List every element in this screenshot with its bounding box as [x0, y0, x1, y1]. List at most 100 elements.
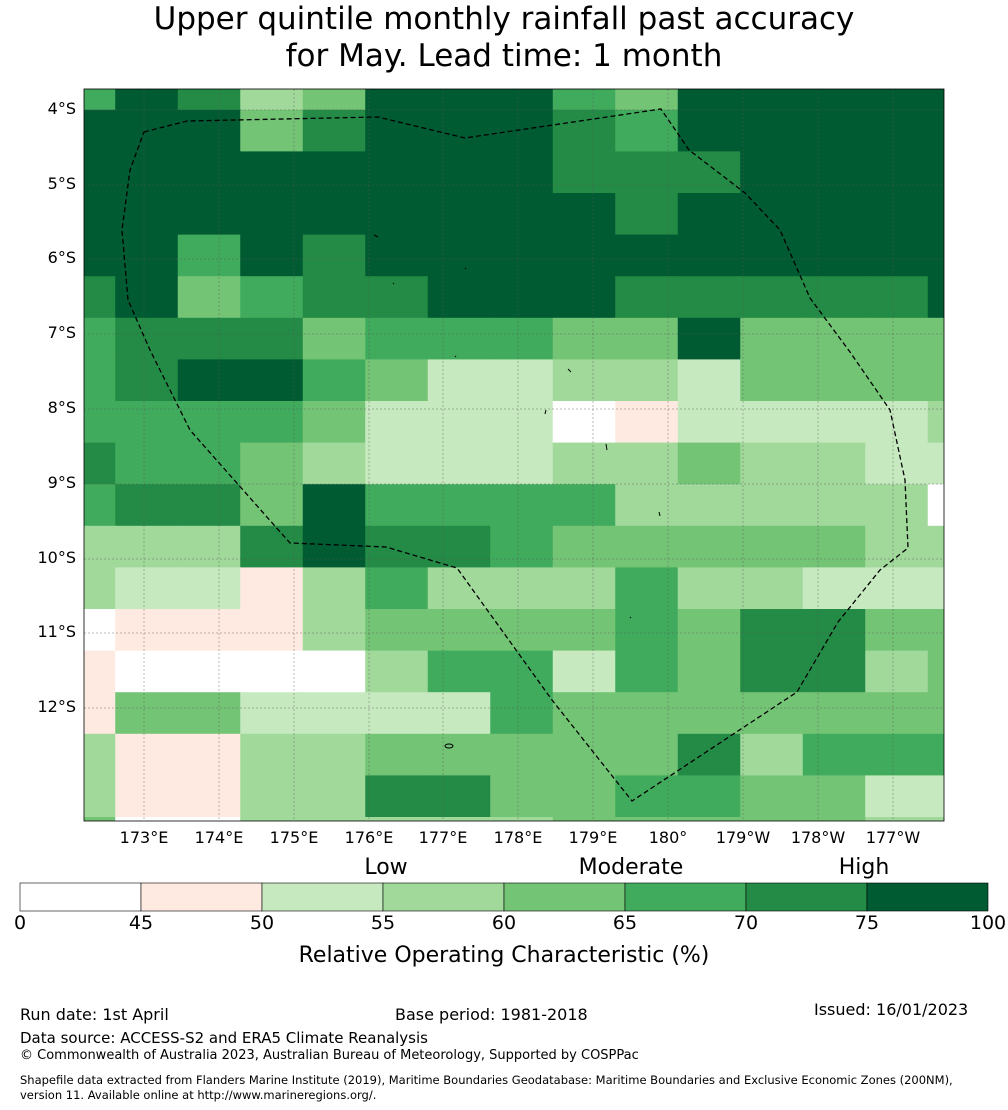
- grid-cell: [240, 151, 304, 194]
- grid-cell: [865, 733, 929, 776]
- grid-cell: [802, 525, 866, 568]
- grid-cell: [802, 109, 866, 152]
- colorbar-segment: [140, 882, 263, 912]
- grid-cell: [990, 235, 1008, 277]
- grid-cell: [802, 359, 866, 402]
- colorbar-segment: [19, 882, 142, 912]
- grid-cell: [177, 692, 241, 735]
- grid-cell: [677, 151, 741, 194]
- lon-label: 173°E: [119, 828, 169, 847]
- grid-cell: [84, 234, 116, 277]
- grid-cell: [740, 525, 804, 568]
- grid-cell: [615, 401, 679, 444]
- grid-cell: [990, 276, 1008, 318]
- grid-cell: [740, 817, 804, 821]
- grid-cell: [427, 234, 491, 277]
- grid-cell: [115, 89, 179, 111]
- grid-cell: [302, 234, 366, 277]
- grid-cell: [177, 89, 241, 111]
- grid-cell: [552, 650, 616, 693]
- grid-cell: [490, 484, 554, 527]
- grid-cell: [490, 692, 554, 735]
- lat-label: 12°S: [37, 697, 76, 716]
- grid-cell: [365, 650, 429, 693]
- grid-cell: [84, 609, 116, 652]
- grid-cell: [177, 484, 241, 527]
- grid-cell: [177, 151, 241, 194]
- map-title-line-1: Upper quintile monthly rainfall past acc…: [153, 1, 855, 37]
- grid-cell: [990, 775, 1008, 817]
- colorbar-segment: [261, 882, 384, 912]
- grid-cell: [552, 442, 616, 485]
- colorbar-segment: [503, 882, 626, 912]
- grid-cell: [490, 109, 554, 152]
- grid-cell: [84, 525, 116, 568]
- grid-cell: [615, 567, 679, 610]
- grid-cell: [302, 276, 366, 319]
- grid-cell: [865, 525, 929, 568]
- grid-cell: [865, 151, 929, 194]
- grid-cell: [177, 276, 241, 319]
- grid-cell: [552, 276, 616, 319]
- grid-cell: [177, 817, 241, 821]
- grid-cell: [615, 276, 679, 319]
- grid-cell: [177, 317, 241, 360]
- colorbar-segment: [624, 882, 747, 912]
- lon-label: 175°E: [269, 828, 319, 847]
- grid-cell: [990, 401, 1008, 443]
- grid-cell: [302, 775, 366, 818]
- grid-cell: [927, 359, 944, 402]
- grid-cell: [240, 401, 304, 444]
- grid-cell: [677, 484, 741, 527]
- lat-label: 10°S: [37, 548, 76, 567]
- grid-cell: [84, 817, 116, 821]
- colorbar-tick-label: 45: [128, 912, 154, 934]
- grid-cell: [240, 609, 304, 652]
- grid-cell: [365, 609, 429, 652]
- grid-cell: [365, 484, 429, 527]
- grid-cell: [490, 317, 554, 360]
- grid-cell: [802, 151, 866, 194]
- grid-cell: [490, 359, 554, 402]
- grid-cell: [302, 151, 366, 194]
- grid-cell: [927, 109, 944, 152]
- grid-cell: [115, 359, 179, 402]
- grid-cell: [740, 775, 804, 818]
- grid-cell: [615, 193, 679, 236]
- grid-cell: [552, 567, 616, 610]
- grid-cell: [84, 401, 116, 444]
- grid-cell: [740, 567, 804, 610]
- grid-cell: [802, 89, 866, 111]
- grid-cell: [240, 109, 304, 152]
- grid-cell: [302, 650, 366, 693]
- grid-cell: [115, 692, 179, 735]
- grid-cell: [927, 609, 944, 652]
- grid-cell: [365, 109, 429, 152]
- colorbar-segment: [866, 882, 989, 912]
- grid-cell: [802, 650, 866, 693]
- grid-cell: [84, 193, 116, 236]
- grid-cell: [677, 609, 741, 652]
- grid-cell: [802, 692, 866, 735]
- grid-cell: [615, 817, 679, 821]
- grid-cell: [115, 317, 179, 360]
- lat-label: 9°S: [47, 473, 76, 492]
- grid-cell: [677, 650, 741, 693]
- grid-cell: [990, 318, 1008, 360]
- grid-cell: [552, 359, 616, 402]
- grid-cell: [115, 151, 179, 194]
- grid-cell: [84, 109, 116, 152]
- grid-cell: [677, 317, 741, 360]
- grid-cell: [927, 567, 944, 610]
- grid-cell: [84, 151, 116, 194]
- grid-cell: [740, 650, 804, 693]
- grid-cell: [927, 484, 944, 527]
- grid-cell: [365, 234, 429, 277]
- grid-cell: [115, 234, 179, 277]
- grid-cell: [177, 193, 241, 236]
- grid-cell: [115, 442, 179, 485]
- grid-cell: [84, 775, 116, 818]
- grid-cell: [740, 317, 804, 360]
- grid-cell: [240, 817, 304, 821]
